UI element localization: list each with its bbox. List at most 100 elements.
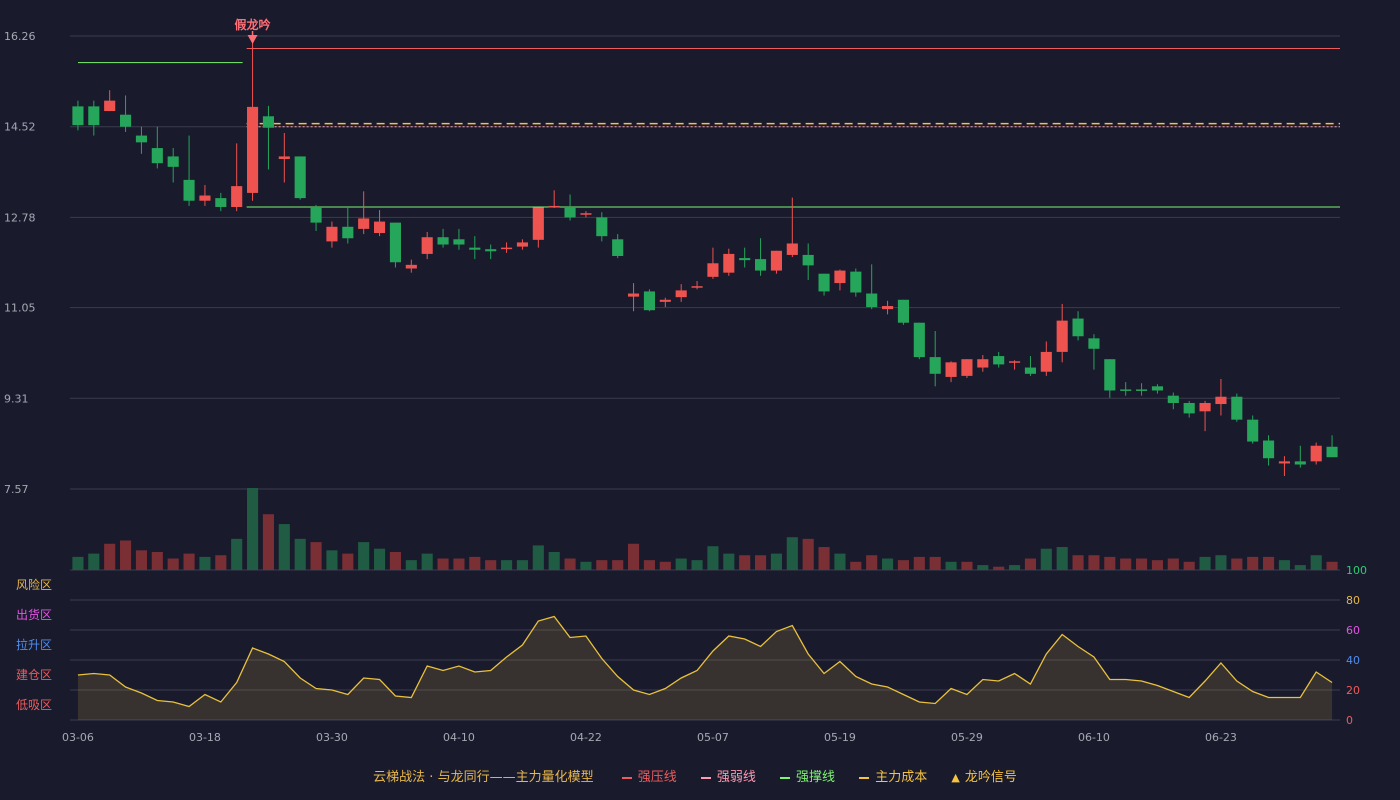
volume-bar bbox=[453, 558, 465, 570]
indicator-area bbox=[77, 616, 1333, 720]
candle-body bbox=[691, 286, 703, 288]
candle-body bbox=[469, 247, 481, 250]
candle-body bbox=[501, 247, 513, 250]
volume-bar bbox=[469, 556, 481, 570]
x-tick-label: 04-10 bbox=[443, 731, 475, 744]
indicator-tick-label: 20 bbox=[1346, 684, 1360, 697]
price-tick-label: 14.52 bbox=[4, 121, 36, 134]
price-tick-label: 12.78 bbox=[4, 211, 36, 224]
volume-bar bbox=[247, 488, 259, 570]
candle-body bbox=[1294, 461, 1306, 465]
candle-body bbox=[1183, 402, 1195, 414]
candle-body bbox=[104, 100, 116, 112]
volume-bar bbox=[1278, 560, 1290, 570]
candle-body bbox=[612, 239, 624, 256]
candle-body bbox=[929, 357, 941, 374]
candle-body bbox=[215, 198, 227, 207]
candle-body bbox=[183, 179, 195, 201]
volume-bar bbox=[1136, 558, 1148, 570]
volume-bar bbox=[1247, 556, 1259, 570]
candle-body bbox=[1278, 461, 1290, 464]
volume-bar bbox=[1151, 560, 1163, 570]
x-tick-label: 06-23 bbox=[1205, 731, 1237, 744]
candle-body bbox=[739, 258, 751, 261]
candle-body bbox=[167, 156, 179, 167]
candle-body bbox=[596, 217, 608, 237]
volume-bar bbox=[1104, 556, 1116, 570]
zone-label: 拉升区 bbox=[16, 637, 52, 652]
candle-body bbox=[675, 290, 687, 298]
candle-body bbox=[564, 206, 576, 218]
candle-body bbox=[1024, 367, 1036, 374]
candle-body bbox=[1215, 396, 1227, 405]
volume-bar bbox=[1294, 565, 1306, 570]
candle-body bbox=[834, 270, 846, 284]
volume-bar bbox=[802, 538, 814, 570]
candle-body bbox=[1120, 389, 1132, 391]
legend-mark-main-cost bbox=[859, 776, 870, 779]
volume-bar bbox=[612, 560, 624, 570]
legend-title: 云梯战法 · 与龙同行——主力量化模型 bbox=[373, 770, 594, 785]
volume-bar bbox=[151, 551, 163, 570]
candle-body bbox=[913, 322, 925, 358]
candle-body bbox=[850, 271, 862, 293]
candle-body bbox=[818, 273, 830, 292]
candle-body bbox=[866, 293, 878, 308]
volume-bar bbox=[1326, 561, 1338, 570]
legend-item-support[interactable]: 强撑线 bbox=[780, 766, 835, 785]
candle-body bbox=[755, 259, 767, 271]
volume-bar bbox=[596, 560, 608, 570]
candle-body bbox=[1009, 361, 1021, 363]
volume-bar bbox=[1183, 561, 1195, 570]
volume-bar bbox=[374, 548, 386, 570]
candle-body bbox=[135, 135, 147, 143]
volume-bar bbox=[485, 560, 497, 570]
candle-body bbox=[643, 291, 655, 311]
candle-body bbox=[88, 106, 100, 126]
legend-item-strength[interactable]: 强弱线 bbox=[700, 766, 756, 785]
volume-bar bbox=[945, 561, 957, 570]
volume-bar bbox=[643, 560, 655, 570]
legend-item-signal[interactable]: ▲ 龙吟信号 bbox=[951, 766, 1016, 785]
candle-body bbox=[1136, 389, 1148, 391]
volume-bar bbox=[786, 537, 798, 570]
candle-body bbox=[485, 249, 497, 252]
volume-bar bbox=[961, 561, 973, 570]
volume-bar bbox=[628, 543, 640, 570]
volume-bar bbox=[421, 553, 433, 570]
legend-item-resistance[interactable]: 强压线 bbox=[621, 766, 677, 785]
chart-canvas: 16.26 14.52 12.78 11.05 9.31 7.57 100 80 60 40 20 0… bbox=[4, 17, 1367, 744]
volume-bar bbox=[437, 558, 449, 570]
x-tick-label: 05-19 bbox=[824, 731, 856, 744]
candle-body bbox=[1167, 395, 1179, 403]
volume-bar bbox=[1056, 547, 1068, 570]
volume-bar bbox=[1088, 555, 1100, 570]
volume-bar bbox=[755, 555, 767, 570]
candle-body bbox=[405, 264, 417, 269]
signal-label: 假龙吟 bbox=[235, 17, 271, 32]
candle-body bbox=[231, 186, 243, 207]
candle-body bbox=[897, 299, 909, 323]
candle-body bbox=[294, 156, 306, 199]
candle-body bbox=[1310, 445, 1322, 462]
candle-body bbox=[72, 106, 84, 126]
candle-body bbox=[374, 221, 386, 234]
legend-mark-support bbox=[780, 776, 791, 779]
x-tick-label: 03-18 bbox=[189, 731, 221, 744]
volume-bar bbox=[691, 560, 703, 570]
volume-bar bbox=[215, 555, 227, 570]
candle-body bbox=[580, 213, 592, 215]
candle-body bbox=[262, 116, 274, 128]
volume-bar bbox=[897, 560, 909, 570]
candle-body bbox=[247, 106, 259, 193]
candle-body bbox=[151, 148, 163, 164]
legend-item-main-cost[interactable]: 主力成本 bbox=[859, 766, 927, 785]
candle-body bbox=[326, 226, 338, 242]
volume-bar bbox=[532, 545, 544, 570]
candle-body bbox=[1104, 359, 1116, 391]
candle-body bbox=[977, 359, 989, 368]
volume-bar bbox=[675, 558, 687, 570]
indicator-tick-label: 80 bbox=[1346, 594, 1360, 607]
volume-bar bbox=[135, 550, 147, 570]
